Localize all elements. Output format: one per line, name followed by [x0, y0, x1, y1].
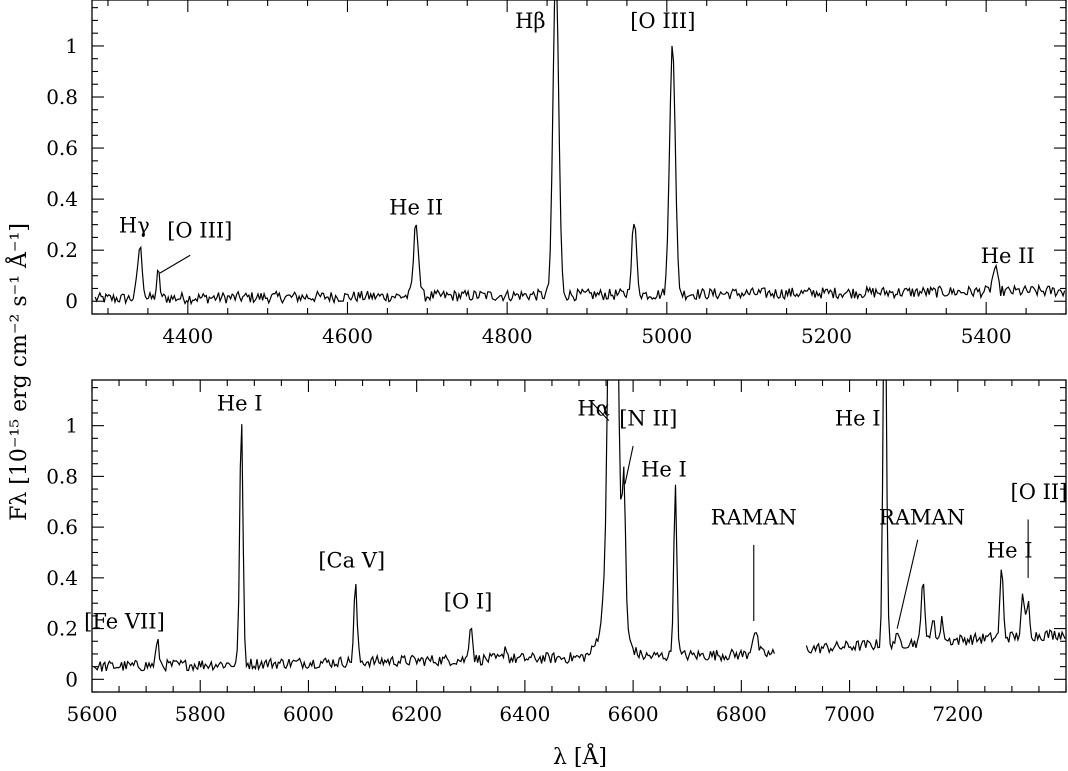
y-tick-label: 0.2: [46, 617, 78, 641]
panel-bottom: 5600 5800 6000 6200 6400 6600 6800 7000 7200 0 0.2…: [46, 379, 1068, 726]
line-annotation: [Ca V]: [318, 549, 385, 573]
line-annotation: RAMAN: [879, 506, 965, 530]
x-tick-label: 6800: [716, 702, 767, 726]
plot-frame: [91, 0, 1067, 315]
leader-line-halpha: [589, 399, 610, 421]
line-annotation: [O III]: [630, 9, 695, 33]
y-tick-label: 0.6: [46, 515, 78, 539]
y-tick-label: 0.4: [46, 566, 78, 590]
line-annotation: [O II]: [1011, 480, 1068, 504]
leader-line-nii: [624, 445, 634, 485]
x-tick-label: 7000: [824, 702, 875, 726]
line-annotation: He II: [981, 244, 1035, 268]
x-tick-label: 4800: [482, 324, 533, 348]
x-tick-label: 7200: [932, 702, 983, 726]
x-axis-title: λ [Å]: [553, 742, 607, 770]
panel-top: 4400 4600 4800 5000 5200 5400 0 0.2 0.4 0.6 0.8 1 Hγ…: [46, 0, 1067, 348]
x-tick-label: 6600: [608, 702, 659, 726]
y-tick-label: 0.6: [46, 136, 78, 160]
line-annotation: He II: [389, 195, 443, 219]
y-tick-label: 0.8: [46, 464, 78, 488]
line-annotation: [N II]: [619, 407, 677, 431]
line-annotation: RAMAN: [711, 506, 797, 530]
line-annotation: [O I]: [444, 589, 493, 613]
x-tick-label: 6000: [283, 702, 334, 726]
leader-line-oiii-4363: [159, 254, 191, 274]
leader-line-raman-7088: [896, 539, 919, 629]
line-annotation: Hβ: [515, 9, 545, 33]
y-tick-label: 0.2: [46, 238, 78, 262]
y-tick-label: 0.4: [46, 187, 78, 211]
x-tick-label: 6400: [499, 702, 550, 726]
x-tick-label: 5200: [801, 324, 852, 348]
x-tick-label: 5600: [67, 702, 118, 726]
line-annotation: [Fe VII]: [84, 610, 165, 634]
y-tick-label: 1: [65, 414, 78, 438]
y-axis-title: Fλ [10⁻¹⁵ erg cm⁻² s⁻¹ Å⁻¹]: [4, 223, 32, 521]
y-tick-label: 1: [65, 34, 78, 58]
x-tick-label: 4400: [162, 324, 213, 348]
spectrum-series: [805, 380, 1066, 655]
line-annotation: He I: [835, 407, 881, 431]
line-annotation: [O III]: [167, 218, 232, 242]
line-annotation: He I: [987, 539, 1033, 563]
line-annotation: He I: [217, 391, 263, 415]
spectrum-series: [94, 0, 1066, 306]
x-tick-label: 4600: [322, 324, 373, 348]
x-tick-label: 5800: [175, 702, 226, 726]
y-tick-label: 0.8: [46, 85, 78, 109]
x-tick-label: 6200: [391, 702, 442, 726]
x-tick-label: 5000: [641, 324, 692, 348]
y-tick-label: 0: [65, 289, 78, 313]
x-tick-label: 5400: [961, 324, 1012, 348]
spectrum-series: [93, 380, 775, 673]
line-annotation: He I: [641, 457, 687, 481]
plot-frame: [91, 379, 1067, 693]
line-annotation: Hγ: [119, 213, 150, 237]
y-tick-label: 0: [65, 667, 78, 691]
